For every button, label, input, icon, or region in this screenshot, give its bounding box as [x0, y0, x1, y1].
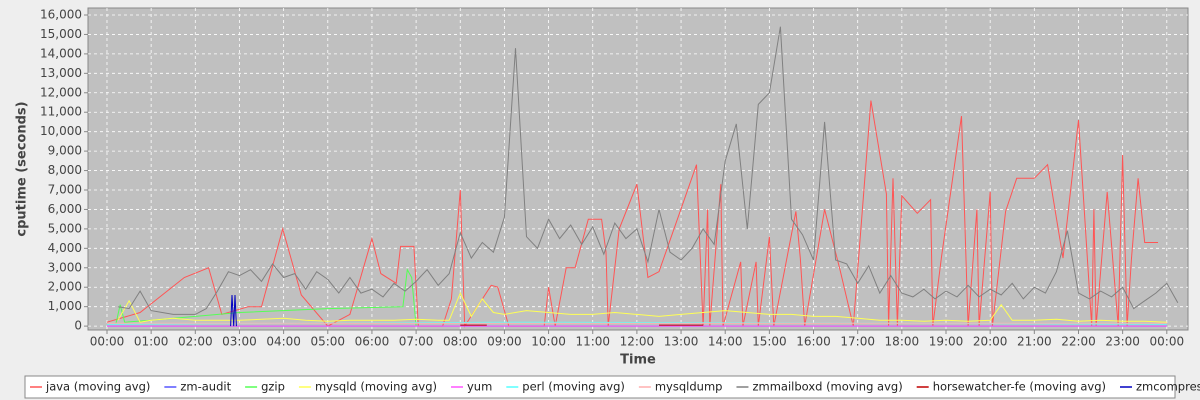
y-tick-label: 12,000: [40, 85, 82, 99]
x-axis-label: Time: [620, 353, 656, 368]
x-tick-label: 18:00: [885, 335, 920, 349]
legend-label: mysqld (moving avg): [315, 380, 437, 394]
legend-label: yum: [467, 380, 492, 394]
x-tick-label: 02:00: [178, 335, 213, 349]
x-tick-label: 01:00: [134, 335, 169, 349]
y-tick-label: 0: [74, 319, 82, 333]
x-tick-label: 22:00: [1061, 335, 1096, 349]
x-tick-label: 16:00: [796, 335, 831, 349]
y-tick-label: 10,000: [40, 124, 82, 138]
x-tick-label: 00:00: [1150, 335, 1185, 349]
legend-label: gzip: [261, 380, 285, 394]
x-tick-label: 23:00: [1105, 335, 1140, 349]
y-tick-label: 16,000: [40, 8, 82, 22]
y-tick-label: 13,000: [40, 66, 82, 80]
x-tick-label: 15:00: [752, 335, 787, 349]
legend-label: zmmailboxd (moving avg): [752, 380, 902, 394]
y-tick-label: 15,000: [40, 27, 82, 41]
y-tick-label: 5,000: [48, 221, 82, 235]
x-tick-label: 08:00: [443, 335, 478, 349]
legend-label: java (moving avg): [45, 380, 150, 394]
y-axis-label: cputime (seconds): [15, 101, 30, 236]
x-tick-label: 09:00: [487, 335, 522, 349]
y-tick-label: 7,000: [48, 183, 82, 197]
x-tick-label: 05:00: [310, 335, 345, 349]
series-line: [106, 100, 1158, 328]
legend: [24, 375, 1176, 399]
x-tick-label: 17:00: [840, 335, 875, 349]
y-tick-label: 4,000: [48, 241, 82, 255]
y-tick-label: 3,000: [48, 260, 82, 274]
legend-label: zm-audit: [180, 380, 231, 394]
y-tick-label: 11,000: [40, 105, 82, 119]
legend-label: zmcompresslogs: [1136, 380, 1200, 394]
x-tick-label: 12:00: [620, 335, 655, 349]
series-line: [230, 294, 237, 327]
plot-area: [87, 7, 1189, 331]
x-tick-label: 13:00: [664, 335, 699, 349]
x-tick-label: 10:00: [531, 335, 566, 349]
y-tick-label: 14,000: [40, 46, 82, 60]
x-tick-label: 20:00: [973, 335, 1008, 349]
y-tick-label: 9,000: [48, 144, 82, 158]
y-tick-label: 6,000: [48, 202, 82, 216]
x-tick-label: 21:00: [1017, 335, 1052, 349]
x-tick-label: 03:00: [222, 335, 257, 349]
legend-label: perl (moving avg): [522, 380, 625, 394]
x-tick-label: 04:00: [266, 335, 301, 349]
x-tick-label: 19:00: [929, 335, 964, 349]
x-tick-label: 11:00: [575, 335, 610, 349]
x-tick-label: 14:00: [708, 335, 743, 349]
x-tick-label: 00:00: [90, 335, 125, 349]
legend-label: mysqldump: [655, 380, 723, 394]
x-tick-label: 07:00: [399, 335, 434, 349]
series-line: [117, 26, 1179, 315]
y-tick-label: 2,000: [48, 280, 82, 294]
x-tick-label: 06:00: [355, 335, 390, 349]
legend-label: horsewatcher-fe (moving avg): [933, 380, 1106, 394]
series-line: [117, 291, 1167, 323]
y-tick-label: 8,000: [48, 163, 82, 177]
y-tick-label: 1,000: [48, 299, 82, 313]
